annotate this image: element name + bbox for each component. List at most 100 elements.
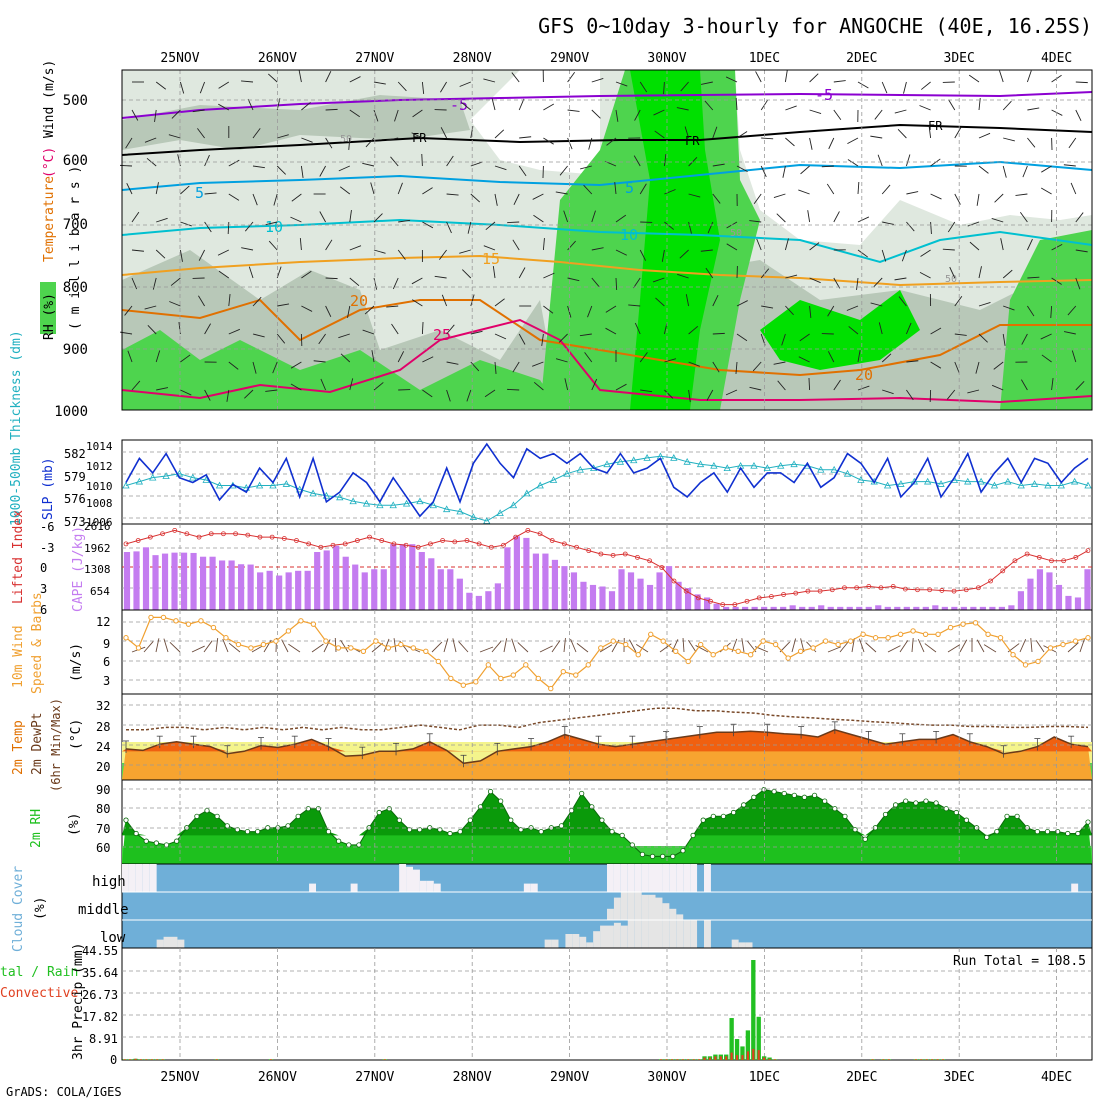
upper-air-panel: -5 -5 FR FR FR 5 5 10 10 15 20 20 25 50 … — [40, 51, 1093, 420]
wind-barb — [954, 296, 963, 307]
wind-barb — [857, 181, 860, 195]
wind-barb — [491, 98, 496, 111]
cloud-bar-low — [620, 925, 628, 948]
wind-barb — [386, 137, 399, 141]
cloud-bar-low — [607, 925, 614, 948]
lifted-index-point — [379, 538, 385, 543]
wind-barb — [807, 210, 811, 223]
wind-barb — [614, 182, 617, 195]
rh-point — [336, 838, 342, 844]
lifted-index-point — [513, 534, 519, 540]
wind-speed-point — [722, 645, 729, 651]
wind-barb — [217, 249, 229, 256]
wind-barb — [946, 389, 956, 400]
cloud-bar-low — [648, 920, 656, 948]
wind-barb — [318, 333, 326, 345]
lifted-index-point — [196, 534, 202, 540]
cloud-bar-middle — [613, 897, 621, 920]
wind-speed-point — [310, 621, 317, 627]
wind-barb — [978, 98, 981, 111]
wind-barb — [846, 305, 859, 311]
wind-barb — [826, 183, 835, 195]
cape-bar — [761, 606, 768, 610]
wind-barb — [300, 165, 304, 178]
wind-barb — [712, 295, 719, 307]
slp-gridlines — [122, 440, 1092, 524]
thickness-series-line — [125, 455, 1089, 522]
wind-barb — [967, 221, 980, 227]
wind-barb — [704, 100, 714, 111]
cloud-bar-low — [600, 925, 607, 948]
cloud-bar-high — [607, 864, 614, 892]
wind-barb — [411, 132, 423, 139]
wind-barb — [470, 193, 481, 203]
top-date-labels: 25NOV 26NOV 27NOV 28NOV 29NOV 30NOV 1DEC 2DEC 3D… — [160, 51, 1072, 66]
wind-speed-point — [797, 648, 804, 655]
precip-convective-bar — [763, 1057, 766, 1060]
thickness-point — [456, 507, 464, 515]
wind-barb — [1063, 331, 1076, 335]
cape-bar — [960, 606, 967, 610]
wind-barb — [663, 81, 665, 95]
wind-tick-9: 9 — [103, 637, 110, 651]
cape-bar — [304, 570, 311, 610]
cape-bar — [1036, 569, 1044, 610]
rh-point — [467, 817, 473, 823]
rh-point — [629, 842, 635, 848]
wind-barb — [993, 361, 1004, 370]
temp-minmax-label: (6hr Min/Max) — [49, 698, 63, 792]
cloud-bar-low — [738, 942, 746, 948]
wind-barb — [494, 333, 507, 340]
surface-wind-barb — [695, 645, 709, 653]
isotherm-label-25: 25 — [433, 326, 451, 344]
wind-barb — [152, 277, 157, 290]
lifted-index-point — [135, 538, 141, 543]
cape-bar — [475, 595, 482, 610]
precip-convective-bar — [676, 1059, 679, 1060]
wind-barb — [735, 97, 738, 111]
cape-bar — [656, 572, 663, 610]
wind-barb — [1075, 277, 1081, 290]
thickness-point — [336, 493, 344, 501]
wind-barb — [390, 156, 399, 167]
surface-wind-barb — [228, 642, 241, 653]
wind-barb — [532, 361, 544, 367]
wind-barb — [653, 109, 665, 116]
wind-barb — [397, 249, 406, 260]
wind-barb — [124, 305, 133, 316]
wind-barb — [954, 127, 962, 139]
cloud-bar-high — [683, 864, 691, 892]
wind-barb — [461, 269, 472, 279]
cloud-bar-high — [350, 883, 358, 892]
wind-barb — [828, 137, 835, 150]
surface-wind-barb — [288, 643, 301, 653]
wind-barb — [736, 165, 748, 173]
precip-convective-bar — [156, 1059, 159, 1060]
wind-speed-point — [223, 635, 229, 641]
wind-barb — [949, 266, 956, 279]
lifted-index-point — [184, 531, 190, 537]
bottom-date-label: 2DEC — [846, 1070, 877, 1085]
temp-minmax-bars — [123, 721, 1075, 768]
wind-barb — [272, 361, 278, 374]
cloud-bar-high — [530, 883, 538, 892]
wind-barb — [1067, 305, 1077, 316]
rh-point — [1055, 828, 1061, 835]
rh-point — [670, 853, 676, 859]
lifted-index-point — [878, 585, 884, 591]
cloud-bar-low — [565, 934, 573, 948]
rh-point — [710, 813, 716, 819]
cloud-bar-low — [593, 931, 601, 948]
rh-point — [649, 853, 656, 859]
rh-high-fill — [122, 789, 1092, 836]
wind-barb — [726, 243, 738, 251]
lifted-index-point — [732, 602, 738, 608]
wind-speed-point — [560, 668, 566, 675]
wind-barb — [252, 361, 257, 374]
precip-convective-bar — [129, 1059, 132, 1060]
wind-barb — [131, 380, 141, 391]
cloud-bar-high — [142, 864, 150, 892]
wind-barb — [373, 249, 386, 254]
lifted-index-point — [1012, 558, 1018, 564]
wind-barb — [755, 71, 762, 83]
